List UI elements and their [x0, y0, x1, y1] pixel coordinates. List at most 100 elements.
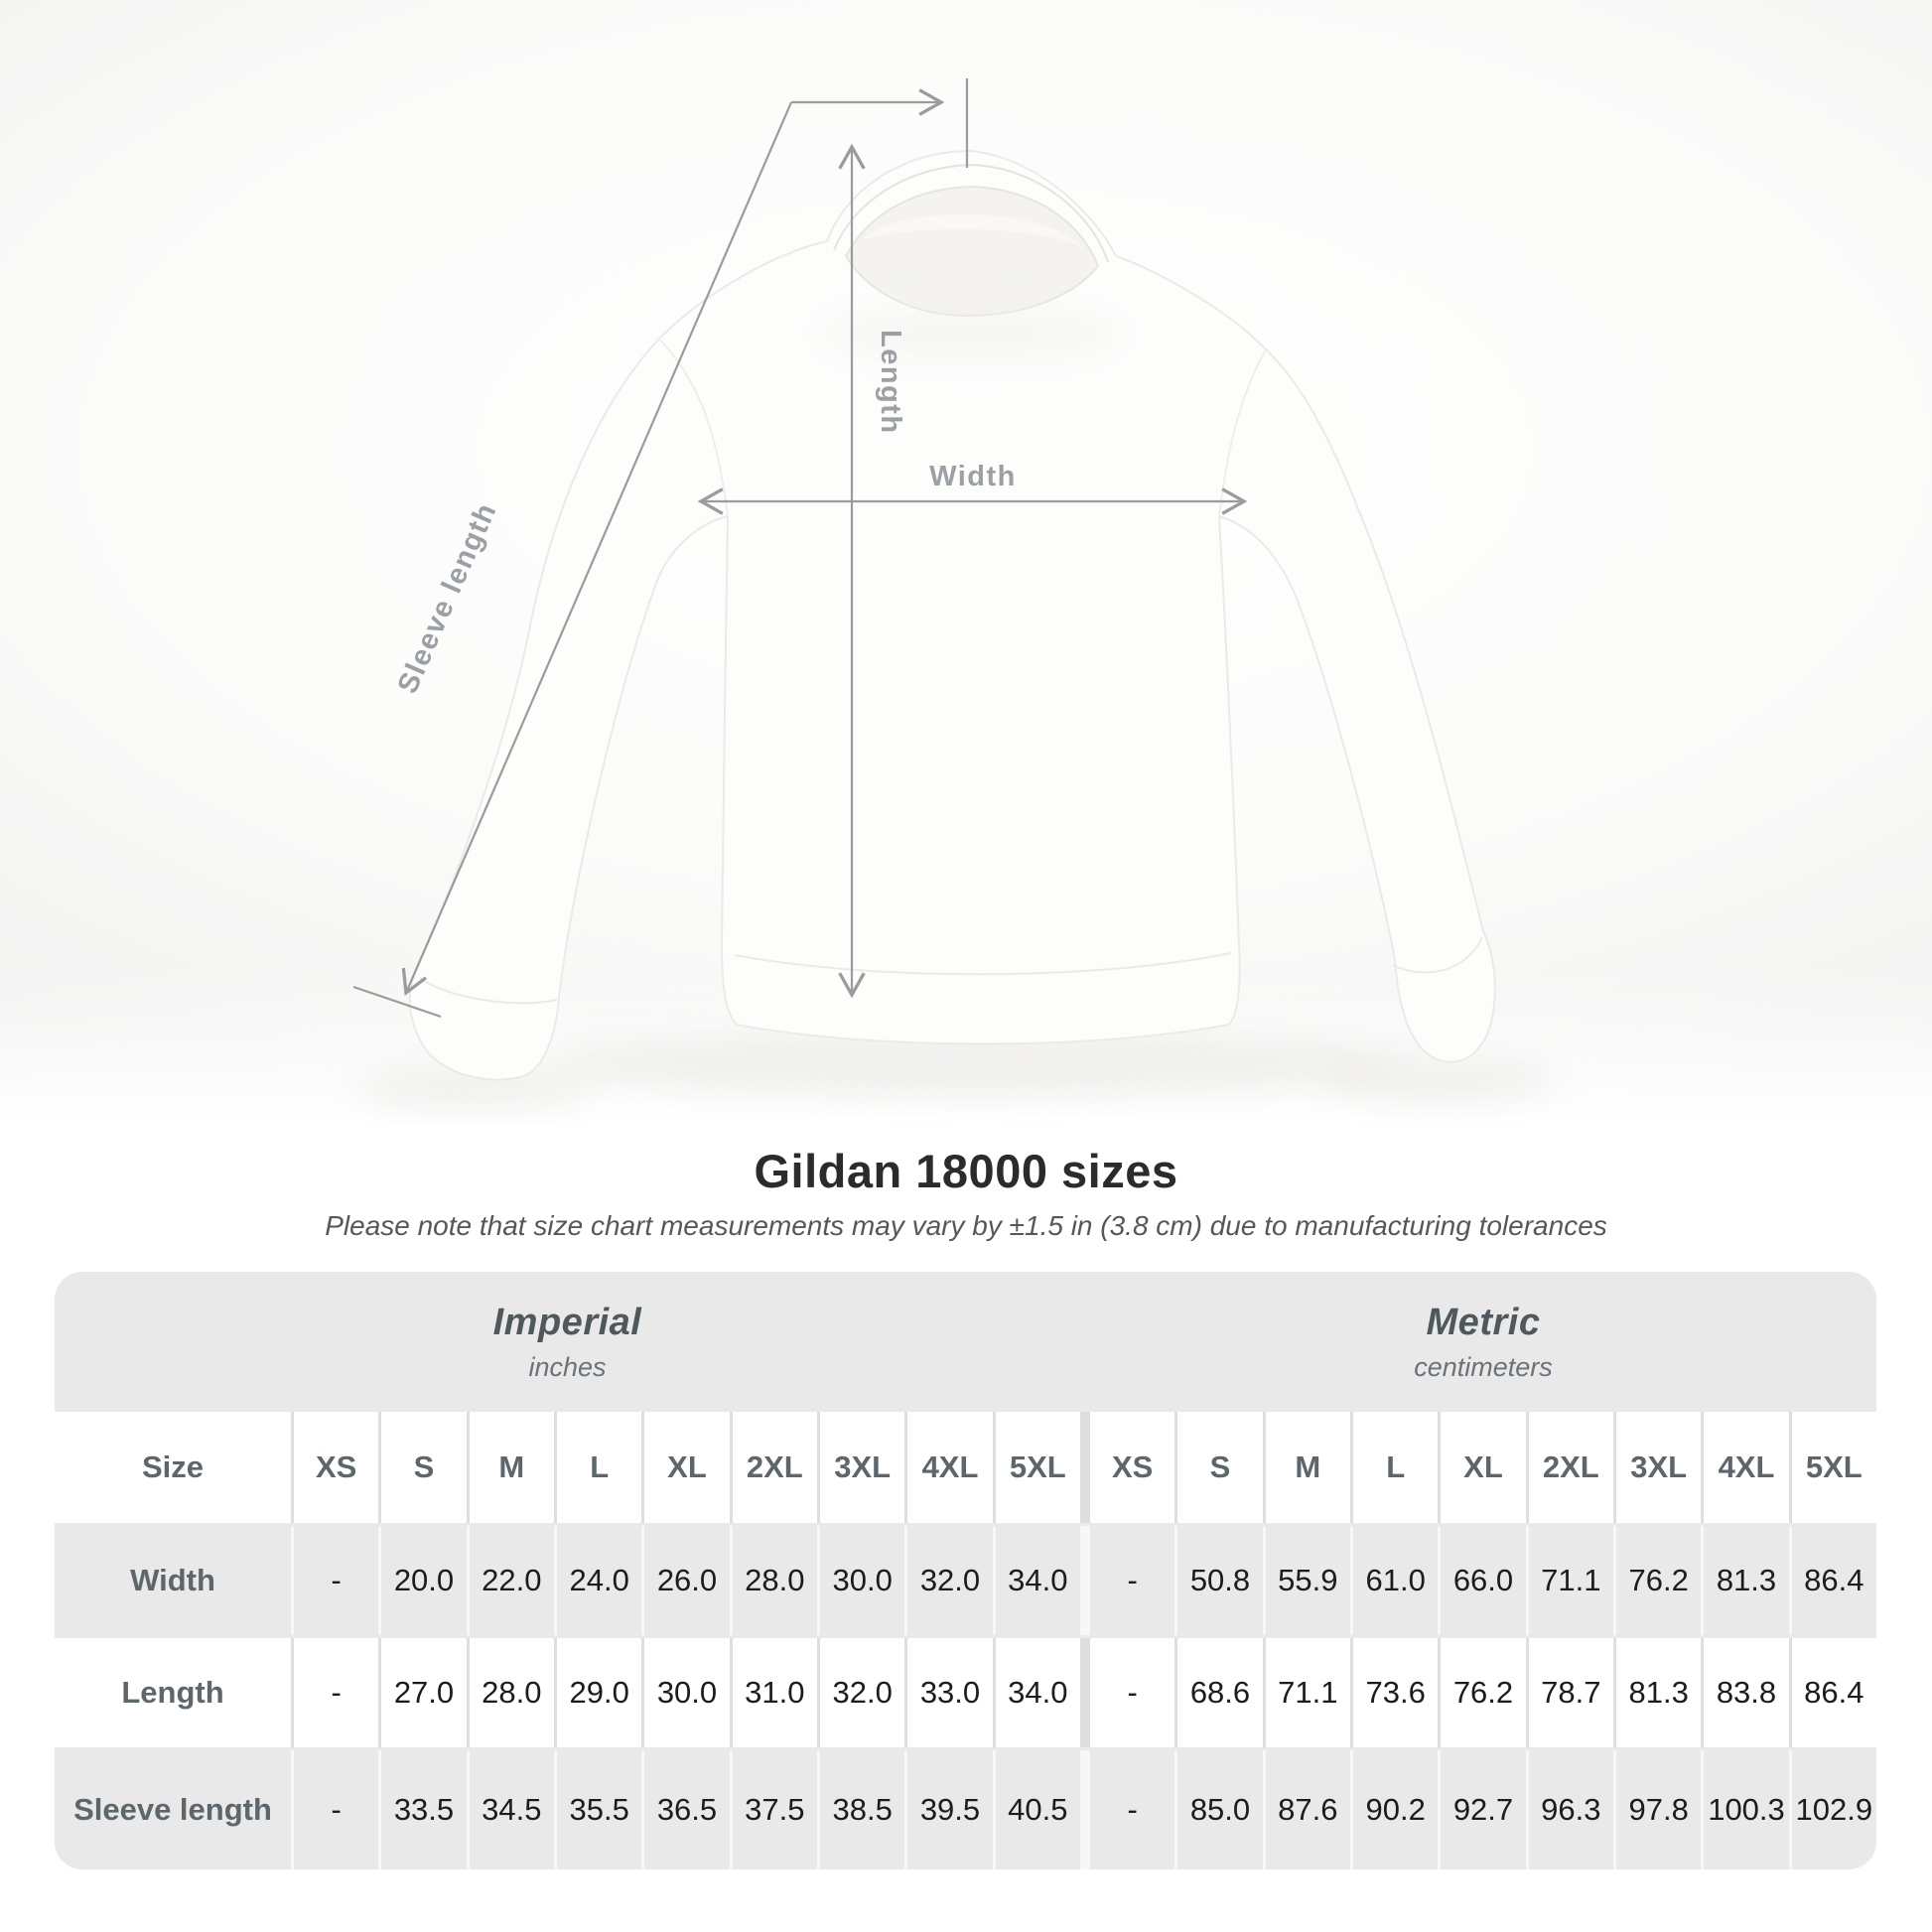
- sleeve-length-metric-value: 92.7: [1441, 1750, 1526, 1869]
- unit-divider: [1083, 1526, 1087, 1635]
- measurement-row-length: Length -27.0 28.0 29.0 30.0 31.0 32.0 33.0 34.0-…: [55, 1638, 1876, 1747]
- length-imperial-value: 28.0: [469, 1638, 554, 1747]
- length-metric-value: 71.1: [1265, 1638, 1350, 1747]
- sleeve-length-arrow: [401, 101, 793, 997]
- width-metric-value: 71.1: [1528, 1526, 1613, 1635]
- sleeve-length-imperial-value: 40.5: [995, 1750, 1080, 1869]
- table-rows: Size XS S M L XL 2XL 3XL 4XL 5XL XS S M L XL 2XL 3XL 4XL 5…: [55, 1412, 1876, 1869]
- length-metric-value: 73.6: [1353, 1638, 1439, 1747]
- size-header-metric-xl: XL: [1441, 1412, 1526, 1523]
- unit-divider: [1083, 1750, 1087, 1869]
- length-imperial-value: -: [294, 1638, 379, 1747]
- width-imperial-value: 24.0: [557, 1526, 642, 1635]
- size-header-imperial-5xl: 5XL: [995, 1412, 1080, 1523]
- sleeve-length-imperial-value: 39.5: [907, 1750, 993, 1869]
- width-imperial-value: 20.0: [381, 1526, 467, 1635]
- width-metric-value: 76.2: [1616, 1526, 1702, 1635]
- length-metric-value: 68.6: [1177, 1638, 1263, 1747]
- size-header-metric-s: S: [1177, 1412, 1263, 1523]
- heading-section: Gildan 18000 sizes Please note that size…: [0, 1144, 1932, 1242]
- width-measure-label: Width: [929, 461, 1017, 492]
- measurement-row-width: Width -20.0 22.0 24.0 26.0 28.0 30.0 32.0 34.0-5…: [55, 1526, 1876, 1635]
- length-metric-value: 81.3: [1616, 1638, 1702, 1747]
- width-metric-value: 66.0: [1441, 1526, 1526, 1635]
- length-measure-label: Length: [875, 330, 906, 435]
- sleeve-length-metric-value: 102.9: [1791, 1750, 1876, 1869]
- units-header-row: Imperial inches Metric centimeters: [55, 1272, 1876, 1409]
- length-imperial-value: 27.0: [381, 1638, 467, 1747]
- width-metric-value: 55.9: [1265, 1526, 1350, 1635]
- size-header-metric-xs: XS: [1090, 1412, 1175, 1523]
- width-imperial-value: 30.0: [820, 1526, 905, 1635]
- width-metric-value: 86.4: [1791, 1526, 1876, 1635]
- sleeve-length-measure-label: Sleeve length: [392, 497, 503, 698]
- width-imperial-value: -: [294, 1526, 379, 1635]
- metric-label: Metric: [1426, 1302, 1541, 1343]
- size-header-imperial-3xl: 3XL: [820, 1412, 905, 1523]
- unit-divider: [1083, 1638, 1087, 1747]
- unit-divider: [1083, 1412, 1087, 1523]
- size-header-row: Size XS S M L XL 2XL 3XL 4XL 5XL XS S M L XL 2XL 3XL 4XL 5…: [55, 1412, 1876, 1523]
- size-header-imperial-4xl: 4XL: [907, 1412, 993, 1523]
- row-label-width: Width: [55, 1526, 291, 1635]
- sleeve-length-end-tick: [352, 985, 442, 1019]
- size-header-metric-m: M: [1265, 1412, 1350, 1523]
- length-imperial-value: 30.0: [644, 1638, 730, 1747]
- unit-group-metric: Metric centimeters: [1090, 1272, 1876, 1409]
- length-metric-value: 86.4: [1791, 1638, 1876, 1747]
- length-metric-value: 76.2: [1441, 1638, 1526, 1747]
- sweatshirt-graphic: [408, 149, 1496, 1081]
- sleeve-length-metric-value: 96.3: [1528, 1750, 1613, 1869]
- width-metric-value: 61.0: [1353, 1526, 1439, 1635]
- page-title: Gildan 18000 sizes: [754, 1145, 1178, 1197]
- sleeve-length-imperial-value: 34.5: [469, 1750, 554, 1869]
- row-label-length: Length: [55, 1638, 291, 1747]
- row-label-sleeve-length: Sleeve length: [55, 1750, 291, 1869]
- sleeve-length-metric-value: 90.2: [1353, 1750, 1439, 1869]
- size-column-header: Size: [55, 1412, 291, 1523]
- size-table: Imperial inches Metric centimeters Size X…: [55, 1272, 1876, 1869]
- sleeve-length-metric-value: 97.8: [1616, 1750, 1702, 1869]
- measurement-row-sleeve-length: Sleeve length -33.5 34.5 35.5 36.5 37.5 38.5 39…: [55, 1750, 1876, 1869]
- size-header-imperial-xl: XL: [644, 1412, 730, 1523]
- width-metric-value: 81.3: [1704, 1526, 1789, 1635]
- measurement-overlay: [352, 78, 1248, 1019]
- size-header-metric-5xl: 5XL: [1791, 1412, 1876, 1523]
- sweatshirt-illustration: Length Width Sleeve length: [352, 78, 1557, 1110]
- length-imperial-value: 31.0: [732, 1638, 817, 1747]
- size-header-metric-3xl: 3XL: [1616, 1412, 1702, 1523]
- sleeve-length-imperial-value: -: [294, 1750, 379, 1869]
- size-header-imperial-xs: XS: [294, 1412, 379, 1523]
- sleeve-length-imperial-value: 35.5: [557, 1750, 642, 1869]
- tolerance-note: Please note that size chart measurements…: [325, 1210, 1607, 1241]
- length-metric-value: -: [1090, 1638, 1175, 1747]
- unit-group-imperial: Imperial inches: [55, 1272, 1080, 1409]
- length-metric-value: 78.7: [1528, 1638, 1613, 1747]
- metric-unit-label: centimeters: [1414, 1352, 1553, 1382]
- garment-shadow: [355, 1033, 1557, 1110]
- size-header-imperial-s: S: [381, 1412, 467, 1523]
- length-imperial-value: 29.0: [557, 1638, 642, 1747]
- size-header-metric-2xl: 2XL: [1528, 1412, 1613, 1523]
- length-imperial-value: 33.0: [907, 1638, 993, 1747]
- sleeve-length-metric-value: 87.6: [1265, 1750, 1350, 1869]
- width-imperial-value: 28.0: [732, 1526, 817, 1635]
- imperial-unit-label: inches: [528, 1352, 607, 1382]
- length-imperial-value: 32.0: [820, 1638, 905, 1747]
- length-metric-value: 83.8: [1704, 1638, 1789, 1747]
- imperial-label: Imperial: [492, 1302, 642, 1343]
- sleeve-length-imperial-value: 38.5: [820, 1750, 905, 1869]
- width-imperial-value: 34.0: [995, 1526, 1080, 1635]
- width-metric-value: 50.8: [1177, 1526, 1263, 1635]
- width-imperial-value: 32.0: [907, 1526, 993, 1635]
- sleeve-length-metric-value: 100.3: [1704, 1750, 1789, 1869]
- size-header-metric-4xl: 4XL: [1704, 1412, 1789, 1523]
- width-imperial-value: 26.0: [644, 1526, 730, 1635]
- size-header-imperial-2xl: 2XL: [732, 1412, 817, 1523]
- product-photo-section: Length Width Sleeve length: [0, 0, 1932, 1124]
- sleeve-length-imperial-value: 36.5: [644, 1750, 730, 1869]
- size-header-imperial-m: M: [469, 1412, 554, 1523]
- sleeve-length-imperial-value: 33.5: [381, 1750, 467, 1869]
- width-imperial-value: 22.0: [469, 1526, 554, 1635]
